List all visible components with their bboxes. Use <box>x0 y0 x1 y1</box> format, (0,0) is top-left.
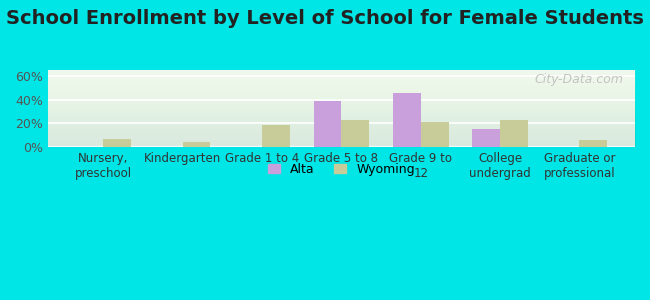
Legend: Alta, Wyoming: Alta, Wyoming <box>263 158 420 181</box>
Bar <box>421 122 448 147</box>
Text: City-Data.com: City-Data.com <box>534 73 623 86</box>
Bar <box>393 92 421 147</box>
Bar <box>341 120 369 147</box>
Bar <box>183 142 211 147</box>
Bar <box>473 129 500 147</box>
Bar <box>262 124 290 147</box>
Bar <box>313 101 341 147</box>
Text: School Enrollment by Level of School for Female Students: School Enrollment by Level of School for… <box>6 9 644 28</box>
Bar <box>103 139 131 147</box>
Bar <box>500 120 528 147</box>
Bar <box>579 140 607 147</box>
